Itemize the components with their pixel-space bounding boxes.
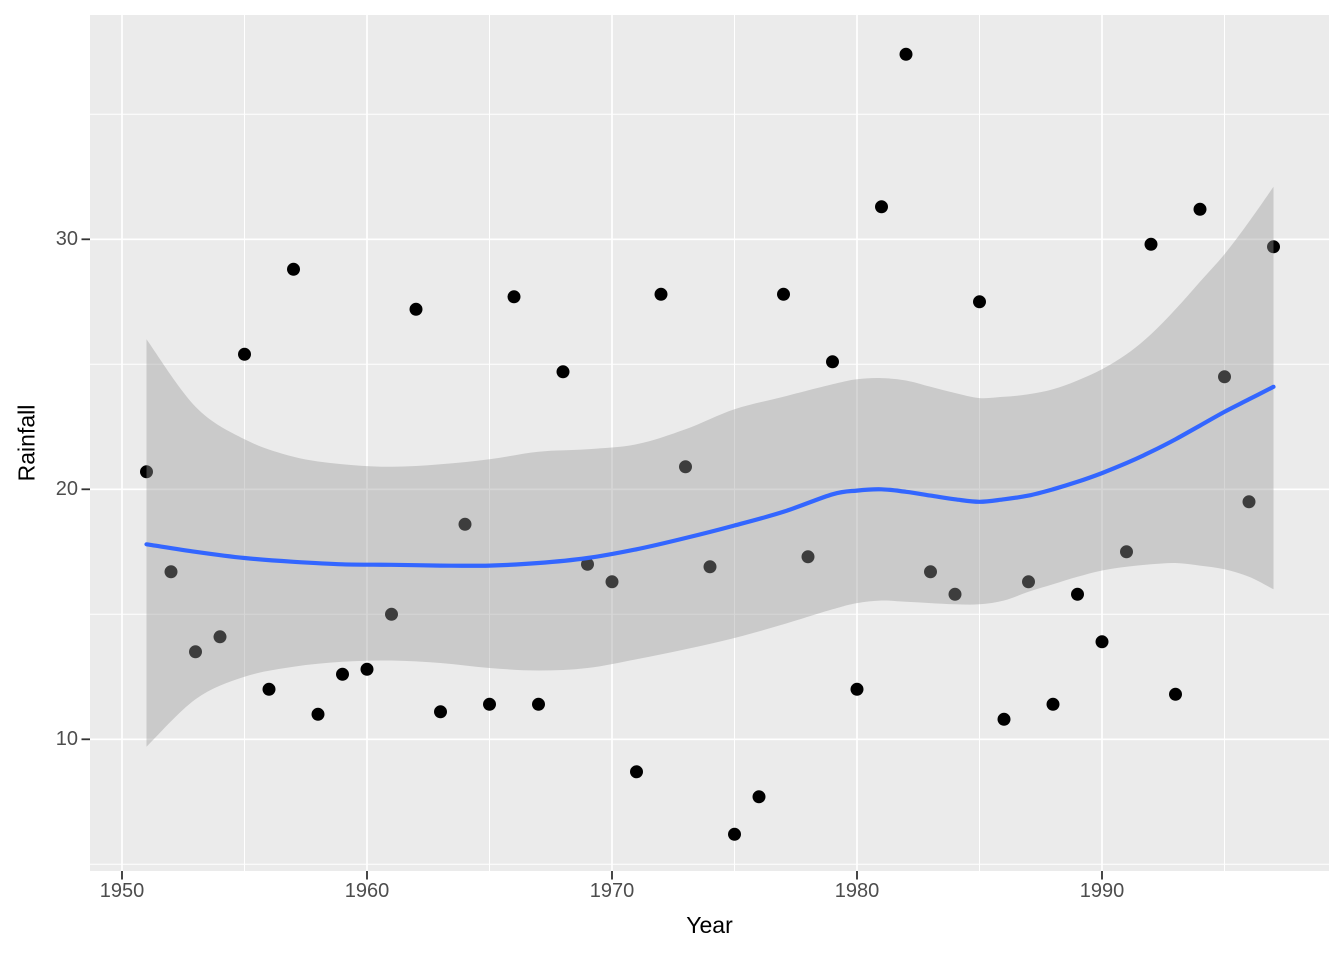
scatter-point	[1193, 202, 1207, 216]
scatter-point	[875, 200, 888, 214]
scatter-point	[654, 287, 668, 301]
scatter-point	[1120, 545, 1133, 559]
scatter-point	[1144, 237, 1158, 251]
scatter-point	[703, 560, 717, 574]
scatter-point	[1071, 587, 1084, 601]
scatter-point	[899, 47, 913, 61]
scatter-point	[1242, 495, 1256, 509]
scatter-point	[1022, 575, 1035, 589]
x-axis-title: Year	[686, 912, 733, 938]
scatter-point	[532, 697, 545, 711]
scatter-point	[507, 290, 521, 304]
scatter-point	[1267, 240, 1280, 254]
scatter-point	[385, 607, 398, 621]
x-tick-label: 1970	[589, 880, 635, 902]
scatter-point	[679, 460, 692, 474]
y-axis-title: Rainfall	[13, 404, 40, 482]
y-tick-label: 30	[55, 228, 78, 251]
scatter-point	[948, 587, 962, 601]
scatter-point	[630, 765, 643, 779]
scatter-point	[189, 645, 202, 659]
x-tick-label: 1990	[1079, 880, 1125, 902]
x-tick-label: 1950	[99, 880, 145, 902]
scatter-point	[605, 575, 619, 589]
scatter-point	[458, 517, 472, 531]
scatter-point	[287, 262, 300, 276]
scatter-point	[213, 630, 227, 644]
y-tick-label: 20	[55, 478, 78, 501]
scatter-point	[1046, 697, 1060, 711]
scatter-point	[336, 667, 349, 681]
scatter-point	[262, 682, 276, 696]
scatter-point	[801, 550, 815, 564]
scatter-point	[850, 682, 864, 696]
panel-background	[90, 15, 1329, 871]
x-tick-label: 1960	[344, 880, 390, 902]
scatter-point	[360, 662, 374, 676]
scatter-point	[1218, 370, 1231, 384]
scatter-point	[140, 465, 153, 479]
scatter-point	[826, 355, 839, 369]
y-tick-label: 10	[55, 728, 78, 751]
scatter-point	[556, 365, 570, 379]
scatter-point	[483, 697, 496, 711]
scatter-point	[973, 295, 986, 309]
scatter-point	[1095, 635, 1109, 649]
scatter-point	[409, 302, 423, 316]
scatter-point	[434, 705, 447, 719]
scatter-point	[581, 557, 594, 571]
scatter-point	[728, 827, 741, 841]
scatter-point	[164, 565, 178, 579]
scatter-point	[997, 712, 1011, 726]
scatter-point	[924, 565, 937, 579]
scatter-point	[752, 790, 766, 804]
scatter-point	[311, 707, 325, 721]
loess-line	[144, 384, 1276, 568]
x-tick-label: 1980	[834, 880, 880, 902]
scatter-point	[238, 347, 251, 361]
confidence-ribbon	[146, 186, 1274, 747]
scatter-point	[1169, 687, 1182, 701]
scatter-point	[777, 287, 790, 301]
